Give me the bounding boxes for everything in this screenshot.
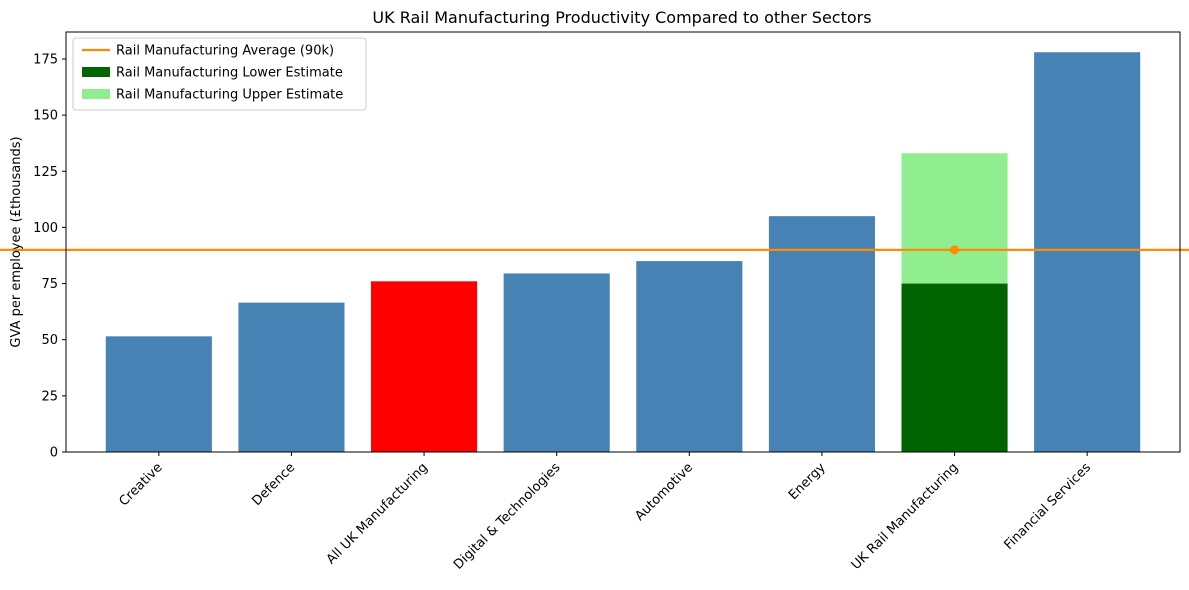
bar	[636, 261, 743, 452]
x-tick-label: Creative	[117, 460, 166, 509]
x-tick-label: All UK Manufacturing	[324, 460, 431, 567]
legend-label: Rail Manufacturing Average (90k)	[116, 44, 334, 59]
bar-upper-estimate	[901, 153, 1008, 284]
y-tick-label: 175	[33, 52, 58, 67]
y-tick-label: 75	[41, 277, 58, 292]
average-line-group	[0, 245, 1189, 255]
y-tick-label: 0	[50, 446, 58, 461]
y-tick-label: 50	[41, 333, 58, 348]
legend: Rail Manufacturing Average (90k) Rail Man…	[72, 37, 367, 111]
x-tick-label: Digital & Technologies	[451, 460, 564, 573]
bar	[901, 283, 1008, 452]
y-tick-label: 100	[33, 221, 58, 236]
bar	[503, 273, 610, 452]
bars-group	[105, 52, 1141, 453]
y-tick-label: 25	[41, 389, 58, 404]
legend-label: Rail Manufacturing Lower Estimate	[116, 66, 343, 81]
x-tick-label: Financial Services	[1001, 460, 1094, 553]
y-axis-label: GVA per employee (£thousands)	[9, 136, 24, 347]
bar	[371, 281, 478, 452]
legend-label: Rail Manufacturing Upper Estimate	[116, 88, 343, 103]
bar	[1034, 52, 1141, 453]
y-tick-label: 150	[33, 109, 58, 124]
chart-title: UK Rail Manufacturing Productivity Compa…	[372, 8, 871, 27]
bar	[768, 216, 875, 452]
bar	[105, 336, 212, 452]
x-tick-label: Automotive	[632, 460, 696, 524]
x-tick-label: Energy	[786, 460, 829, 503]
legend-box	[72, 37, 367, 111]
average-marker	[950, 245, 960, 255]
y-tick-label: 125	[33, 165, 58, 180]
x-tick-label: UK Rail Manufacturing	[849, 460, 962, 573]
x-tick-label: Defence	[250, 460, 299, 509]
legend-patch-swatch	[82, 89, 110, 99]
plot-frame	[65, 31, 1181, 453]
bar	[238, 302, 345, 452]
legend-patch-swatch	[82, 67, 110, 77]
